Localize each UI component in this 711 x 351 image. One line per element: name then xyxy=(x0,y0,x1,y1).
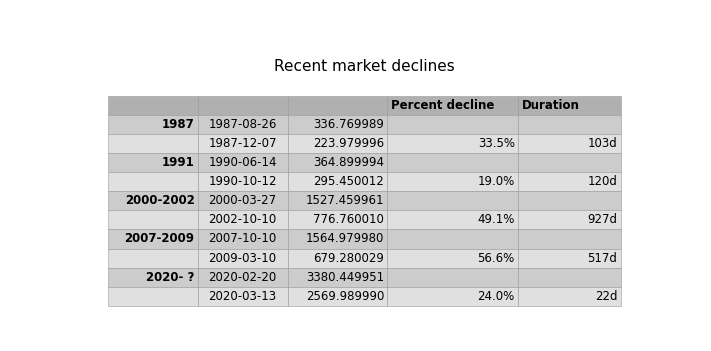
Text: 3380.449951: 3380.449951 xyxy=(306,271,384,284)
Bar xyxy=(198,153,287,172)
Text: 2000-2002: 2000-2002 xyxy=(124,194,195,207)
Bar xyxy=(518,230,621,249)
Text: 2020-02-20: 2020-02-20 xyxy=(208,271,277,284)
Text: 22d: 22d xyxy=(595,290,617,303)
Bar xyxy=(518,286,621,306)
Bar xyxy=(108,267,198,286)
Bar xyxy=(387,249,518,267)
Bar xyxy=(108,153,198,172)
Bar xyxy=(518,115,621,134)
Text: 679.280029: 679.280029 xyxy=(314,252,384,265)
Bar xyxy=(387,153,518,172)
Text: 49.1%: 49.1% xyxy=(478,213,515,226)
Bar xyxy=(518,134,621,153)
Bar xyxy=(518,249,621,267)
Text: 1991: 1991 xyxy=(162,156,195,169)
Bar xyxy=(387,286,518,306)
Bar xyxy=(108,134,198,153)
Bar xyxy=(287,96,387,115)
Bar xyxy=(387,115,518,134)
Text: 776.760010: 776.760010 xyxy=(314,213,384,226)
Bar xyxy=(108,286,198,306)
Text: 2007-10-10: 2007-10-10 xyxy=(208,232,277,245)
Bar xyxy=(198,211,287,230)
Bar xyxy=(287,191,387,210)
Text: 2009-03-10: 2009-03-10 xyxy=(208,252,277,265)
Bar xyxy=(387,267,518,286)
Bar xyxy=(387,230,518,249)
Bar xyxy=(198,286,287,306)
Bar xyxy=(198,191,287,210)
Bar xyxy=(518,96,621,115)
Text: 1564.979980: 1564.979980 xyxy=(306,232,384,245)
Text: 336.769989: 336.769989 xyxy=(314,118,384,131)
Text: 2020- ?: 2020- ? xyxy=(146,271,195,284)
Text: 56.6%: 56.6% xyxy=(478,252,515,265)
Text: 295.450012: 295.450012 xyxy=(314,176,384,188)
Text: 19.0%: 19.0% xyxy=(478,176,515,188)
Text: Percent decline: Percent decline xyxy=(391,99,494,112)
Bar xyxy=(108,115,198,134)
Text: 33.5%: 33.5% xyxy=(478,137,515,150)
Bar xyxy=(287,286,387,306)
Bar xyxy=(518,153,621,172)
Text: 2007-2009: 2007-2009 xyxy=(124,232,195,245)
Bar xyxy=(198,96,287,115)
Text: 1987: 1987 xyxy=(162,118,195,131)
Bar xyxy=(108,191,198,210)
Text: 24.0%: 24.0% xyxy=(478,290,515,303)
Bar xyxy=(287,249,387,267)
Bar xyxy=(108,211,198,230)
Text: Duration: Duration xyxy=(521,99,579,112)
Text: 364.899994: 364.899994 xyxy=(313,156,384,169)
Bar xyxy=(518,172,621,191)
Bar xyxy=(287,230,387,249)
Bar xyxy=(287,115,387,134)
Text: Recent market declines: Recent market declines xyxy=(274,59,455,74)
Bar xyxy=(108,230,198,249)
Text: 120d: 120d xyxy=(587,176,617,188)
Bar xyxy=(287,172,387,191)
Bar xyxy=(287,211,387,230)
Text: 223.979996: 223.979996 xyxy=(313,137,384,150)
Bar xyxy=(518,191,621,210)
Bar xyxy=(518,267,621,286)
Bar xyxy=(198,267,287,286)
Bar xyxy=(387,134,518,153)
Bar xyxy=(287,134,387,153)
Bar xyxy=(108,172,198,191)
Text: 1990-10-12: 1990-10-12 xyxy=(208,176,277,188)
Text: 1987-12-07: 1987-12-07 xyxy=(208,137,277,150)
Text: 517d: 517d xyxy=(587,252,617,265)
Bar xyxy=(198,230,287,249)
Bar xyxy=(198,172,287,191)
Bar xyxy=(387,211,518,230)
Bar xyxy=(108,96,198,115)
Text: 2002-10-10: 2002-10-10 xyxy=(208,213,277,226)
Text: 927d: 927d xyxy=(587,213,617,226)
Bar xyxy=(198,115,287,134)
Bar xyxy=(198,134,287,153)
Bar xyxy=(198,249,287,267)
Bar xyxy=(387,172,518,191)
Text: 2000-03-27: 2000-03-27 xyxy=(208,194,277,207)
Bar xyxy=(287,153,387,172)
Text: 1990-06-14: 1990-06-14 xyxy=(208,156,277,169)
Text: 1987-08-26: 1987-08-26 xyxy=(208,118,277,131)
Bar xyxy=(287,267,387,286)
Bar xyxy=(387,191,518,210)
Bar xyxy=(518,211,621,230)
Text: 103d: 103d xyxy=(587,137,617,150)
Text: 2020-03-13: 2020-03-13 xyxy=(208,290,277,303)
Bar xyxy=(387,96,518,115)
Text: 1527.459961: 1527.459961 xyxy=(306,194,384,207)
Bar xyxy=(108,249,198,267)
Text: 2569.989990: 2569.989990 xyxy=(306,290,384,303)
